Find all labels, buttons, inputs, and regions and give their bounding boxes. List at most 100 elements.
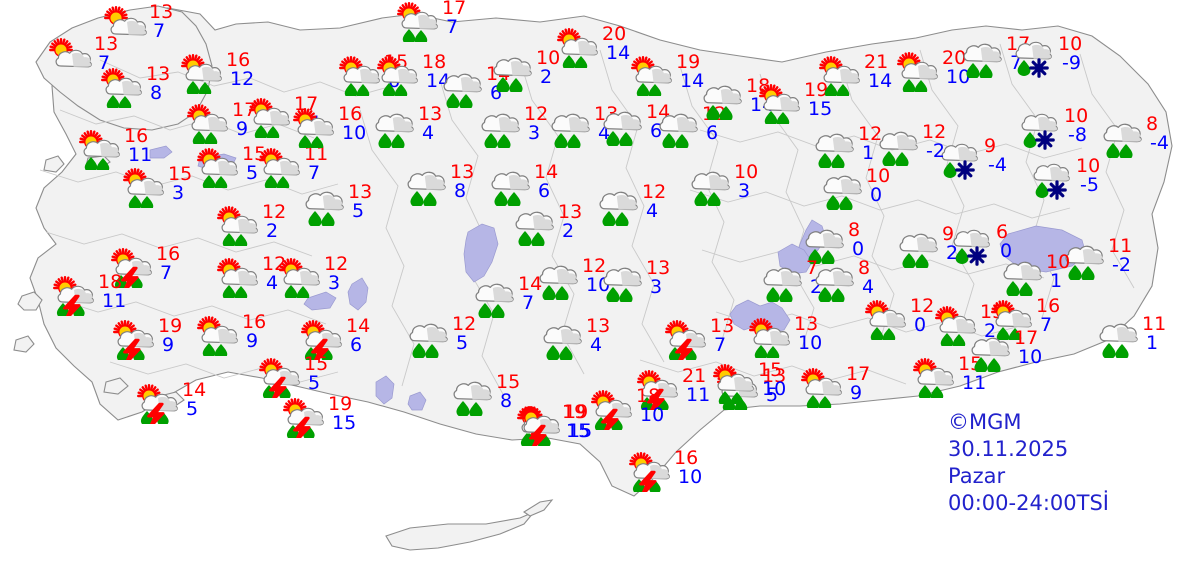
temperature-min: 10 xyxy=(678,466,703,488)
station-temperatures: 14 7 xyxy=(516,275,550,318)
sun-cloud-thunderstorm-icon xyxy=(518,406,564,452)
temperature-min: 7 xyxy=(308,162,321,184)
cloud-rain-icon xyxy=(812,128,858,171)
sun-cloud-thunderstorm-icon xyxy=(664,320,710,366)
temperature-max: 15 xyxy=(304,353,329,375)
station-temperatures: 9 -4 xyxy=(982,135,1016,180)
cloud-rain-icon xyxy=(1062,240,1108,283)
station-temperatures: 8 -4 xyxy=(1144,115,1178,158)
sun-cloud-thunderstorm-icon xyxy=(300,320,346,366)
temperature-min: 6 xyxy=(706,122,719,144)
temperature-max: 11 xyxy=(1108,235,1133,257)
sun-cloud-rain-icon xyxy=(376,56,422,100)
cloud-rain-icon xyxy=(488,166,534,209)
cloud-rain-icon xyxy=(1000,256,1046,299)
temperature-min: 9 xyxy=(236,118,249,140)
station-temperatures: 10 0 xyxy=(864,167,898,210)
temperature-max: 17 xyxy=(232,99,257,121)
sun-cloud-rain-icon xyxy=(196,316,242,360)
temperature-min: 11 xyxy=(102,290,127,312)
temperature-min: 4 xyxy=(646,200,659,222)
temperature-max: 14 xyxy=(346,315,371,337)
temperature-max: 16 xyxy=(156,243,181,265)
temperature-max: 17 xyxy=(846,363,871,385)
temperature-max: 9 xyxy=(984,135,997,157)
cloud-rain-icon xyxy=(478,108,524,151)
station-temperatures: 16 7 xyxy=(1034,295,1068,340)
sun-cloud-rain-icon xyxy=(292,108,338,152)
temperature-max: 10 xyxy=(1058,33,1083,55)
temperature-max: 19 xyxy=(562,401,587,423)
temperature-min: 5 xyxy=(186,398,199,420)
sun-cloud-rain-icon xyxy=(186,104,232,148)
sun-cloud-rain-icon xyxy=(990,300,1036,344)
cloud-rain-icon xyxy=(802,224,848,267)
cloud-rain-icon xyxy=(960,38,1006,81)
station-temperatures: 14 5 xyxy=(180,381,214,424)
cloud-rain-icon xyxy=(820,170,866,213)
temperature-max: 16 xyxy=(1036,295,1061,317)
temperature-min: 9 xyxy=(162,334,175,356)
sun-cloud-thunderstorm-icon xyxy=(282,398,328,444)
temperature-min: 11 xyxy=(962,372,987,394)
station-temperatures: 16 7 xyxy=(154,243,188,288)
station-temperatures: 12 3 xyxy=(522,105,556,148)
sun-cloud-rain-icon xyxy=(396,2,442,46)
sun-cloud-rain-icon xyxy=(248,98,294,142)
temperature-min: 1 xyxy=(1146,332,1159,354)
temperature-max: 17 xyxy=(294,93,319,115)
cloud-rain-icon xyxy=(548,108,594,151)
temperature-max: 8 xyxy=(858,257,871,279)
station-temperatures: 15 8 xyxy=(494,373,528,416)
temperature-min: 12 xyxy=(230,68,255,90)
temperature-max: 20 xyxy=(602,23,627,45)
cloud-rain-icon xyxy=(700,80,746,123)
station-temperatures: 12 4 xyxy=(640,183,674,226)
station-temperatures: 20 10 xyxy=(940,47,974,92)
station-temperatures: 10 1 xyxy=(1044,253,1078,296)
station-temperatures: 17 7 xyxy=(440,0,474,42)
temperature-max: 12 xyxy=(262,201,287,223)
station-temperatures: 13 5 xyxy=(760,367,794,410)
temperature-min: 7 xyxy=(160,262,173,284)
sun-cloud-thunderstorm-icon xyxy=(112,320,158,366)
temperature-min: 0 xyxy=(852,238,865,260)
temperature-min: 14 xyxy=(868,70,893,92)
sun-cloud-rain-icon xyxy=(712,364,758,408)
cloud-rain-snow-icon xyxy=(938,140,984,180)
cloud-rain-icon xyxy=(536,260,582,303)
sun-cloud-rain-icon xyxy=(100,68,146,112)
station-temperatures: 11 7 xyxy=(302,145,336,188)
temperature-max: 12 xyxy=(262,253,287,275)
station-temperatures: 19 15 xyxy=(560,401,594,446)
temperature-min: 0 xyxy=(914,314,927,336)
temperature-min: -9 xyxy=(1062,52,1081,74)
sun-cloud-rain-icon xyxy=(278,258,324,302)
temperature-max: 19 xyxy=(676,51,701,73)
sun-cloud-rain-icon xyxy=(338,56,384,100)
temperature-max: 13 xyxy=(94,33,119,55)
temperature-min: -4 xyxy=(988,154,1007,176)
temperature-min: 7 xyxy=(98,52,111,74)
temperature-min: 7 xyxy=(153,20,166,42)
cloud-rain-icon xyxy=(450,376,496,419)
station-temperatures: 15 5 xyxy=(302,353,336,398)
temperature-max: 20 xyxy=(942,47,967,69)
temperature-min: -2 xyxy=(1112,254,1131,276)
cloud-rain-icon xyxy=(896,228,942,271)
temperature-max: 12 xyxy=(324,253,349,275)
temperature-min: 0 xyxy=(870,184,883,206)
cloud-rain-icon xyxy=(490,52,536,95)
temperature-max: 18 xyxy=(636,385,661,407)
sun-cloud-rain-icon xyxy=(934,306,980,350)
sun-cloud-rain-icon xyxy=(630,56,676,100)
temperature-min: 4 xyxy=(590,334,603,356)
temperature-min: 10 xyxy=(342,122,367,144)
temperature-max: 16 xyxy=(674,447,699,469)
cloud-rain-snow-icon xyxy=(950,226,996,266)
temperature-max: 18 xyxy=(422,51,447,73)
cloud-rain-icon xyxy=(968,332,1014,375)
cloud-rain-icon xyxy=(812,262,858,305)
sun-cloud-thunderstorm-icon xyxy=(590,390,636,436)
